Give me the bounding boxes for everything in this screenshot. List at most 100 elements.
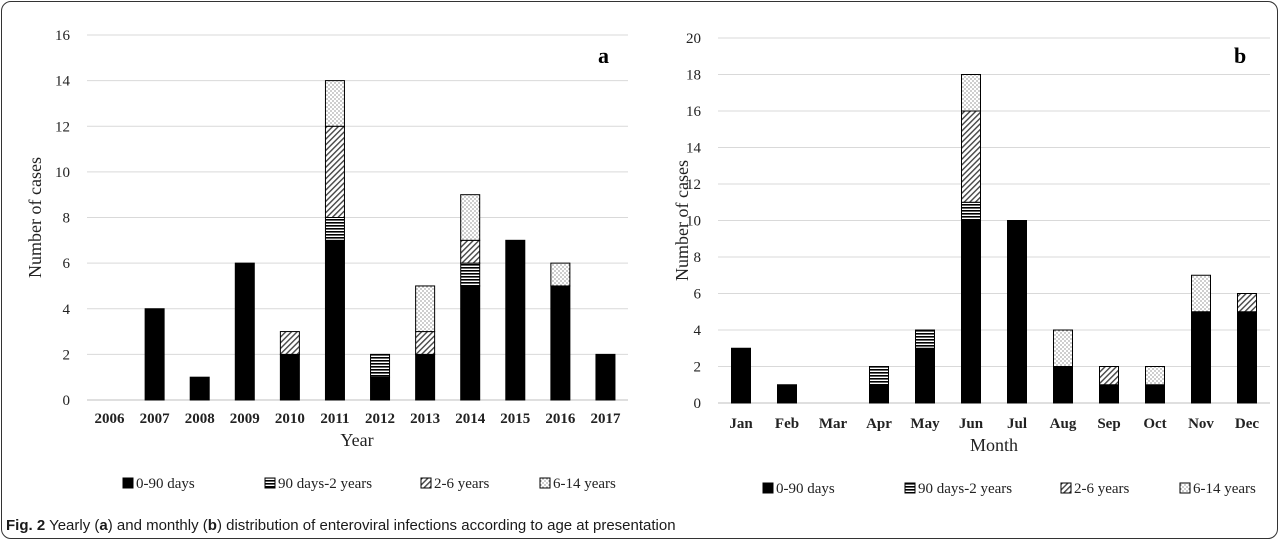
caption-text-3: ) distribution of enteroviral infections… bbox=[216, 517, 676, 534]
y-tick-label: 4 bbox=[63, 302, 71, 318]
bar-segment-Feb-series-1 bbox=[777, 384, 797, 404]
bar-segment-2012-series-1 bbox=[370, 376, 391, 401]
bar-segment-2008-series-1 bbox=[189, 376, 210, 401]
bar-segment-Sep-series-1 bbox=[1099, 384, 1119, 404]
legend-entry: 90 days-2 years bbox=[918, 481, 1012, 497]
y-tick-label: 14 bbox=[686, 141, 702, 157]
legend-entry: 6-14 years bbox=[553, 476, 616, 492]
bar-segment-2015-series-1 bbox=[505, 239, 526, 401]
x-tick-label: 2010 bbox=[275, 411, 305, 427]
bar-segment-Jul-series-1 bbox=[1007, 220, 1027, 404]
bar-segment-Jun-series-1 bbox=[961, 220, 981, 404]
chart-panel-b: 0 2 4 6 8 10 12 14 16 18 20 Jan Feb Mar Apr May Jun Jul Au… bbox=[672, 31, 1270, 497]
legend-swatch bbox=[762, 482, 774, 494]
bar-segment-Nov-series-1 bbox=[1191, 311, 1211, 404]
x-tick-label: 2016 bbox=[545, 411, 576, 427]
y-tick-label: 4 bbox=[694, 323, 702, 339]
y-tick-label: 8 bbox=[63, 211, 71, 227]
x-tick-label: 2008 bbox=[185, 411, 215, 427]
x-tick-label: 2011 bbox=[320, 411, 349, 427]
bar-segment-2016-series-1 bbox=[550, 285, 571, 401]
y-tick-label: 0 bbox=[63, 393, 71, 409]
y-tick-label: 16 bbox=[55, 28, 71, 44]
legend-entry: 0-90 days bbox=[776, 481, 835, 497]
caption-panel-a-ref: a bbox=[99, 517, 108, 534]
bar-segment-May-series-1 bbox=[915, 347, 935, 404]
caption-text-1: Yearly ( bbox=[45, 517, 100, 534]
x-tick-label: Apr bbox=[866, 416, 892, 432]
bar-segment-2013-series-3 bbox=[415, 331, 436, 355]
x-tick-label: 2015 bbox=[500, 411, 530, 427]
bar-segment-Jun-series-2 bbox=[961, 201, 981, 221]
y-axis-title: Number of cases bbox=[672, 160, 692, 281]
bar-segment-Jan-series-1 bbox=[731, 347, 751, 404]
x-tick-label: Jun bbox=[959, 416, 984, 432]
x-tick-label: 2014 bbox=[455, 411, 486, 427]
x-tick-label: Dec bbox=[1235, 416, 1259, 432]
bar-segment-Oct-series-4 bbox=[1145, 366, 1165, 386]
bar-segment-May-series-2 bbox=[915, 329, 935, 349]
bar-segment-2011-series-2 bbox=[324, 217, 345, 241]
bar-segment-2011-series-1 bbox=[324, 239, 345, 401]
y-tick-label: 0 bbox=[694, 396, 702, 412]
legend-entry: 0-90 days bbox=[136, 476, 195, 492]
y-tick-label: 16 bbox=[686, 104, 702, 120]
x-tick-label: Jan bbox=[729, 416, 753, 432]
bar-segment-2016-series-4 bbox=[550, 262, 571, 287]
bar-segment-Jun-series-4 bbox=[961, 74, 981, 112]
bar-segment-2013-series-1 bbox=[415, 353, 436, 401]
chart-panel-a: 0 2 4 6 8 10 12 14 16 2006 2007 2008 2009 2010 2011 201… bbox=[25, 28, 628, 492]
x-tick-label: Sep bbox=[1097, 416, 1120, 432]
x-tick-label: Nov bbox=[1188, 416, 1214, 432]
bar-segment-Dec-series-1 bbox=[1237, 311, 1257, 404]
x-tick-label: Oct bbox=[1143, 416, 1166, 432]
y-tick-label: 20 bbox=[686, 31, 701, 47]
x-tick-label: 2007 bbox=[140, 411, 171, 427]
bar-segment-Apr-series-2 bbox=[869, 366, 889, 386]
y-tick-label: 12 bbox=[55, 119, 70, 135]
x-tick-label: 2012 bbox=[365, 411, 395, 427]
x-axis-title: Month bbox=[970, 435, 1018, 455]
bar-segment-2014-series-3 bbox=[460, 239, 481, 264]
legend-swatch bbox=[122, 477, 134, 489]
x-tick-label: 2006 bbox=[95, 411, 126, 427]
legend-swatch bbox=[1060, 482, 1072, 494]
caption-text-2: ) and monthly ( bbox=[107, 517, 208, 534]
bar-segment-Jun-series-3 bbox=[961, 110, 981, 203]
y-tick-label: 2 bbox=[694, 360, 702, 376]
bar-segment-2013-series-4 bbox=[415, 285, 436, 333]
y-tick-label: 10 bbox=[686, 214, 701, 230]
x-tick-label: Feb bbox=[775, 416, 799, 432]
x-tick-label: 2017 bbox=[590, 411, 621, 427]
x-tick-label: Aug bbox=[1050, 416, 1077, 432]
legend-swatch bbox=[539, 477, 551, 489]
bar-segment-Sep-series-3 bbox=[1099, 366, 1119, 386]
bar-segment-2012-series-2 bbox=[370, 353, 391, 378]
panel-label: b bbox=[1234, 43, 1246, 68]
x-axis-title: Year bbox=[340, 430, 373, 450]
x-tick-label: 2013 bbox=[410, 411, 440, 427]
x-tick-label: Mar bbox=[819, 416, 848, 432]
bar-segment-2014-series-2 bbox=[460, 262, 481, 287]
y-tick-label: 18 bbox=[686, 68, 701, 84]
bar-segment-2011-series-4 bbox=[324, 80, 345, 127]
legend-entry: 2-6 years bbox=[434, 476, 490, 492]
y-axis-title: Number of cases bbox=[25, 157, 45, 278]
y-tick-label: 12 bbox=[686, 177, 701, 193]
bar-segment-2011-series-3 bbox=[324, 125, 345, 218]
caption-label: Fig. 2 bbox=[6, 517, 46, 534]
y-tick-label: 6 bbox=[63, 256, 71, 272]
y-tick-label: 2 bbox=[63, 347, 71, 363]
bar-segment-Oct-series-1 bbox=[1145, 384, 1165, 404]
x-tick-label: 2009 bbox=[230, 411, 260, 427]
bar-segment-Nov-series-4 bbox=[1191, 274, 1211, 313]
legend-swatch bbox=[1179, 482, 1191, 494]
legend-swatch bbox=[264, 477, 276, 489]
bar-segment-2014-series-4 bbox=[460, 194, 481, 241]
bar-segment-2014-series-1 bbox=[460, 285, 481, 401]
caption-panel-b-ref: b bbox=[207, 517, 217, 534]
bar-segment-2010-series-3 bbox=[279, 331, 300, 355]
bar-segment-2009-series-1 bbox=[234, 262, 255, 401]
